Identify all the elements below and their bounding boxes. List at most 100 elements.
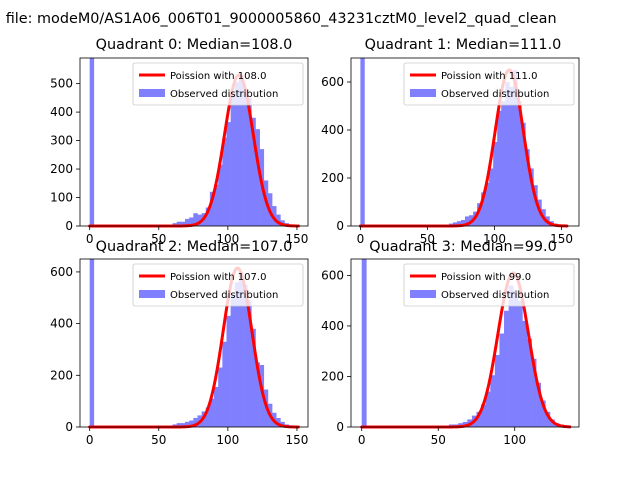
axes-frame-q2 bbox=[79, 258, 309, 428]
histogram-bar bbox=[255, 362, 260, 427]
histogram-bar bbox=[238, 271, 244, 427]
y-ticks-q1: 0 200 400 600 bbox=[321, 75, 351, 233]
histogram-bar bbox=[525, 149, 530, 226]
axes-frame-q3 bbox=[350, 258, 580, 428]
x-tick-label: 100 bbox=[503, 433, 526, 447]
histogram-bar bbox=[477, 203, 482, 226]
histogram-bar bbox=[361, 259, 367, 427]
x-tick-label: 0 bbox=[86, 232, 94, 246]
x-tick-label: 0 bbox=[86, 433, 94, 447]
y-ticks-q2: 0 200 400 600 bbox=[50, 265, 80, 434]
legend-q2: Poission with 107.0 Observed distributio… bbox=[132, 263, 304, 307]
legend-bar-swatch-q0 bbox=[139, 89, 165, 97]
histogram-bar bbox=[529, 168, 534, 226]
histogram-bar bbox=[180, 221, 186, 226]
histogram-bar bbox=[205, 407, 211, 427]
histogram-bar bbox=[517, 101, 522, 226]
histogram-bar bbox=[522, 320, 528, 427]
histogram-bar bbox=[218, 164, 223, 226]
x-tick-label: 150 bbox=[285, 232, 308, 246]
x-tick-label: 0 bbox=[358, 433, 366, 447]
y-tick-label: 0 bbox=[65, 420, 73, 434]
x-tick-label: 50 bbox=[431, 433, 446, 447]
y-tick-label: 600 bbox=[50, 265, 73, 279]
y-tick-label: 400 bbox=[321, 319, 344, 333]
histogram-bar bbox=[234, 82, 240, 226]
histogram-bar bbox=[230, 295, 236, 427]
legend-entry-fit-q1: Poission with 111.0 bbox=[441, 71, 537, 82]
histogram-bar bbox=[545, 411, 551, 427]
histogram-bar bbox=[493, 142, 498, 226]
histogram-bar bbox=[193, 417, 198, 427]
x-tick-label: 0 bbox=[357, 232, 365, 246]
panel-quadrant-1: 0 50 100 150 0 200 400 600 Quadrant 1: Median=… bbox=[321, 37, 580, 246]
histogram-bar bbox=[526, 338, 532, 427]
y-tick-label: 600 bbox=[321, 268, 344, 282]
histogram-bar bbox=[494, 355, 500, 427]
histogram-bar bbox=[497, 110, 502, 226]
histogram-bar bbox=[460, 220, 466, 226]
legend-bar-swatch-q3 bbox=[410, 290, 436, 298]
x-tick-label: 150 bbox=[550, 232, 573, 246]
x-tick-label: 150 bbox=[285, 433, 308, 447]
y-tick-label: 400 bbox=[50, 317, 73, 331]
axes-frame-q0 bbox=[79, 57, 309, 227]
panel-quadrant-3: 0 50 100 0 200 400 600 Quadrant 3: Median=99.… bbox=[321, 239, 580, 447]
histogram-bar bbox=[508, 285, 514, 427]
legend-bar-swatch-q2 bbox=[139, 290, 165, 298]
legend-entry-observed-q2: Observed distribution bbox=[170, 290, 278, 301]
y-tick-label: 200 bbox=[50, 368, 73, 382]
histogram-bar bbox=[238, 75, 244, 226]
y-tick-label: 200 bbox=[50, 162, 73, 176]
x-ticks-q3: 0 50 100 bbox=[358, 427, 526, 447]
histogram-bar bbox=[180, 423, 186, 427]
histogram-bar bbox=[251, 117, 256, 226]
histogram-bar bbox=[499, 333, 505, 427]
histogram-bar bbox=[226, 315, 231, 427]
legend-q0: Poission with 108.0 Observed distributio… bbox=[132, 62, 304, 106]
y-tick-label: 500 bbox=[50, 77, 73, 91]
histogram-bar bbox=[533, 185, 538, 226]
histogram-bar bbox=[517, 300, 523, 427]
axes-title-q2: Quadrant 2: Median=107.0 bbox=[96, 239, 293, 255]
y-tick-label: 600 bbox=[321, 75, 344, 89]
axes-title-q3: Quadrant 3: Median=99.0 bbox=[369, 239, 557, 255]
histogram-bar bbox=[218, 367, 223, 427]
histogram-bar bbox=[504, 310, 509, 427]
legend-frame-q0 bbox=[132, 62, 304, 106]
legend-entry-observed-q0: Observed distribution bbox=[170, 89, 278, 100]
histogram-bar bbox=[243, 284, 248, 427]
histogram-bar bbox=[531, 358, 537, 427]
panel-quadrant-2: 0 50 100 150 0 200 400 600 Quadrant 2: Median=… bbox=[50, 239, 309, 447]
legend-entry-observed-q3: Observed distribution bbox=[441, 290, 549, 301]
histogram-bar bbox=[209, 398, 215, 427]
histogram-bar bbox=[247, 97, 252, 226]
histogram-bar bbox=[360, 58, 365, 226]
x-ticks-q2: 0 50 100 150 bbox=[86, 427, 308, 447]
histogram-bar bbox=[485, 391, 491, 427]
legend-entry-observed-q1: Observed distribution bbox=[441, 89, 549, 100]
y-tick-label: 300 bbox=[50, 134, 73, 148]
histogram-bar bbox=[536, 382, 542, 427]
histogram-bar bbox=[176, 221, 182, 226]
histogram-bar bbox=[513, 290, 519, 427]
histogram-bar bbox=[89, 58, 95, 226]
x-ticks-q0: 0 50 100 150 bbox=[86, 226, 308, 246]
histogram-bar bbox=[251, 328, 256, 427]
histogram-bar bbox=[243, 89, 248, 226]
histogram-bar bbox=[193, 213, 198, 226]
legend-frame-q3 bbox=[403, 263, 575, 307]
x-ticks-q1: 0 50 100 150 bbox=[357, 226, 573, 246]
axes-frame-q1 bbox=[350, 57, 580, 227]
y-tick-label: 200 bbox=[321, 369, 344, 383]
axes-title-q0: Quadrant 0: Median=108.0 bbox=[96, 37, 293, 53]
histogram-bar bbox=[509, 86, 514, 226]
histogram-bar bbox=[505, 82, 510, 226]
legend-entry-fit-q2: Poission with 107.0 bbox=[170, 272, 266, 283]
histogram-bar bbox=[226, 122, 231, 226]
histogram-bar bbox=[521, 122, 526, 226]
legend-bar-swatch-q1 bbox=[410, 89, 436, 97]
histogram-bar bbox=[214, 386, 219, 427]
y-tick-label: 0 bbox=[336, 420, 344, 434]
